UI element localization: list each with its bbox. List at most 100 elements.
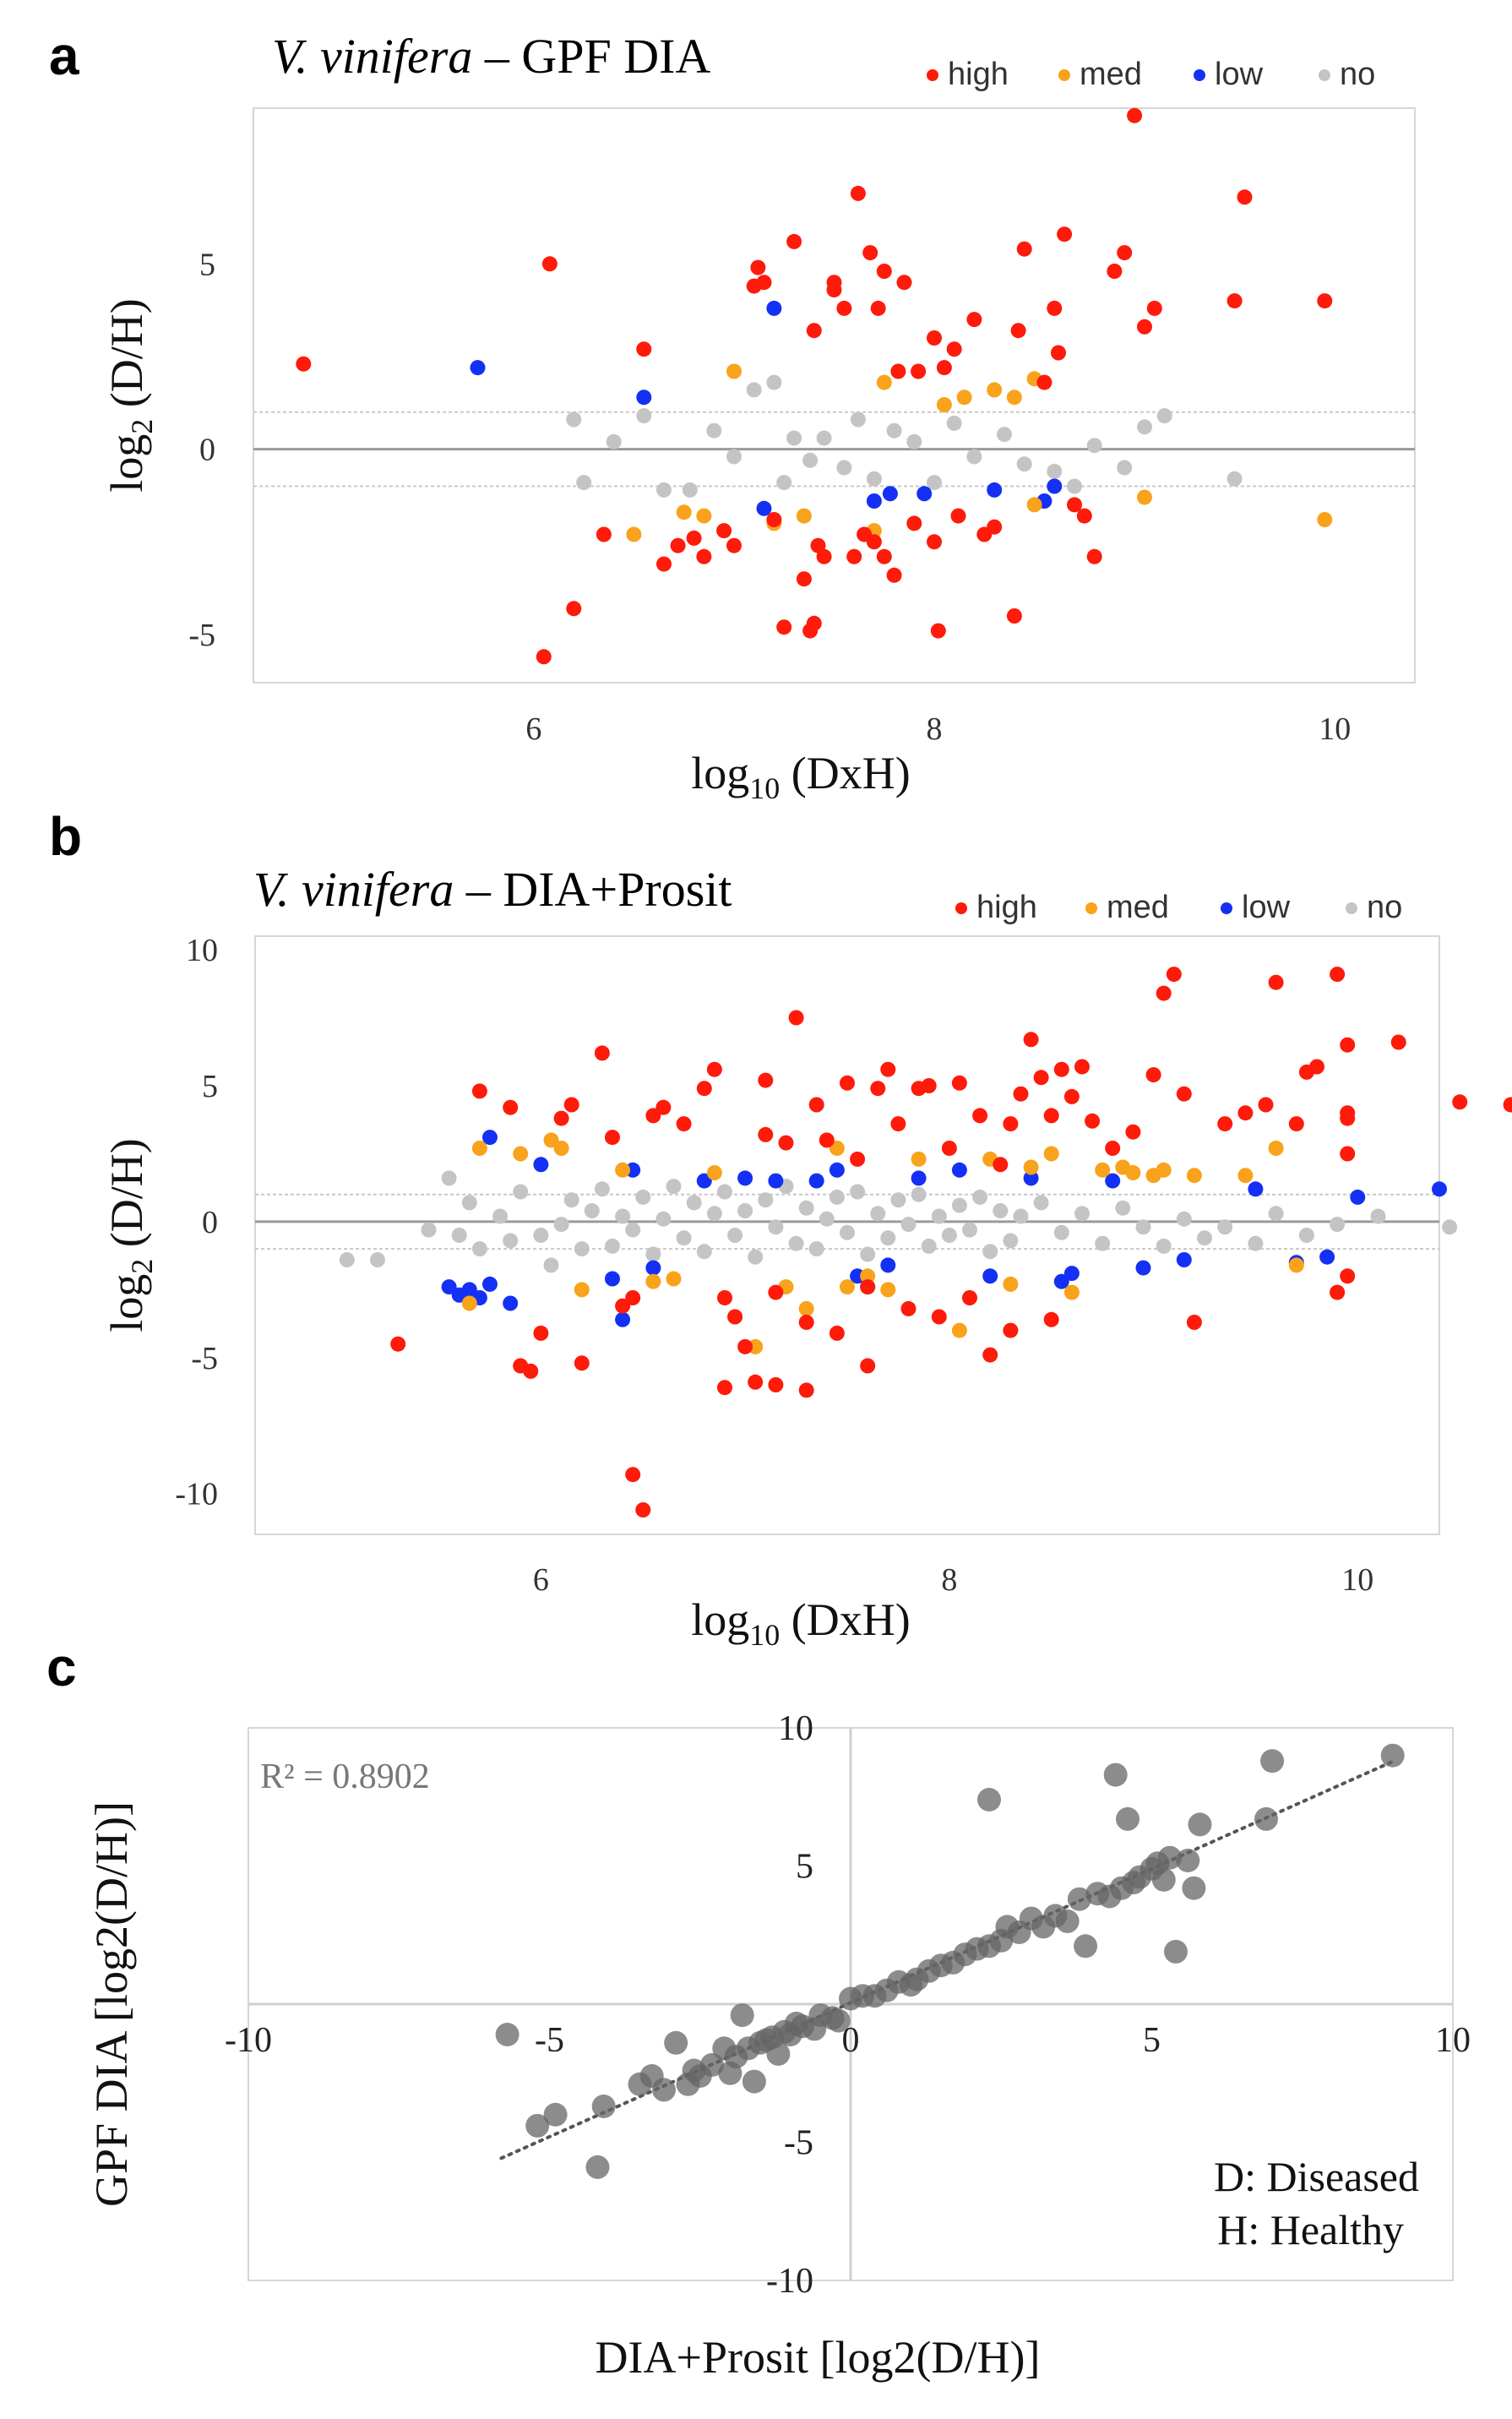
panel-a-point-med xyxy=(726,363,742,379)
panel-b-point-no xyxy=(972,1189,988,1205)
panel-a-point-no xyxy=(786,430,802,446)
panel-b-point-no xyxy=(1095,1235,1111,1251)
panel-b-point-high xyxy=(615,1298,631,1314)
panel-a-point-high xyxy=(1146,300,1162,316)
panel-a-point-med xyxy=(1137,489,1152,505)
panel-c-point xyxy=(1260,1749,1285,1773)
panel-b-point-high xyxy=(808,1097,824,1113)
panel-b-point-low xyxy=(768,1173,784,1189)
panel-a: a V. vinifera – GPF DIA high med low no … xyxy=(49,25,1416,805)
panel-b-point-no xyxy=(441,1170,457,1186)
panel-b-point-low xyxy=(1023,1170,1039,1186)
panel-b-point-no xyxy=(1330,1217,1346,1233)
panel-b-point-high xyxy=(921,1078,937,1093)
panel-b: b V. vinifera – DIA+Prosit high med low … xyxy=(49,806,1512,1652)
panel-a-point-no xyxy=(850,411,866,428)
panel-b-point-high xyxy=(1145,1067,1161,1083)
panel-a-point-high xyxy=(296,356,312,372)
panel-b-point-high xyxy=(594,1045,610,1061)
panel-a-point-high xyxy=(636,341,652,357)
panel-a-point-no xyxy=(746,382,762,398)
panel-b-point-med xyxy=(471,1141,487,1156)
panel-b-point-high xyxy=(1330,1284,1346,1300)
panel-b-point-high xyxy=(829,1325,845,1341)
panel-b-point-no xyxy=(615,1208,631,1224)
panel-a-point-low xyxy=(766,300,782,316)
panel-b-point-no xyxy=(1442,1219,1458,1235)
panel-b-point-low xyxy=(533,1157,549,1173)
panel-b-point-high xyxy=(1309,1059,1324,1075)
panel-b-point-high xyxy=(1105,1141,1121,1156)
panel-b-point-no xyxy=(461,1195,477,1211)
panel-a-legend: high med low no xyxy=(927,57,1375,92)
panel-b-point-no xyxy=(758,1192,774,1208)
panel-a-point-high xyxy=(1051,345,1066,361)
panel-a-point-low xyxy=(882,486,898,502)
panel-b-point-no xyxy=(1053,1224,1069,1240)
panel-b-point-low xyxy=(1248,1181,1264,1197)
panel-c-point xyxy=(1074,1934,1098,1959)
panel-a-point-high xyxy=(596,526,612,542)
panel-b-point-low xyxy=(1319,1249,1335,1265)
panel-b-point-med xyxy=(1125,1165,1141,1180)
panel-a-point-no xyxy=(576,475,592,491)
panel-b-point-med xyxy=(574,1282,590,1298)
panel-a-point-high xyxy=(1057,226,1073,242)
panel-c-point xyxy=(766,2041,791,2066)
panel-c-x-ticks: -10 -5 0 5 10 xyxy=(225,2021,1471,2060)
panel-b-point-no xyxy=(829,1189,845,1205)
panel-b-point-no xyxy=(748,1249,764,1265)
panel-b-point-high xyxy=(553,1110,569,1126)
panel-c-xtick: 10 xyxy=(1435,2021,1471,2060)
panel-c-point xyxy=(1055,1909,1080,1933)
panel-b-xtick: 8 xyxy=(941,1562,957,1598)
legend-b-med-marker xyxy=(1085,902,1097,914)
panel-a-point-high xyxy=(756,275,772,291)
panel-a-ytick: -5 xyxy=(188,618,215,653)
panel-a-point-high xyxy=(806,615,822,631)
panel-b-point-no xyxy=(931,1208,947,1224)
panel-b-point-high xyxy=(819,1132,835,1148)
panel-c-note-healthy: H: Healthy xyxy=(1217,2206,1404,2253)
panel-a-point-high xyxy=(930,623,946,639)
panel-b-point-med xyxy=(1268,1141,1284,1156)
panel-c-point xyxy=(1103,1762,1128,1787)
panel-a-point-no xyxy=(1137,419,1152,435)
panel-b-point-high xyxy=(1085,1113,1101,1129)
panel-b-point-med xyxy=(645,1273,661,1289)
legend-b-high-label: high xyxy=(976,890,1037,925)
panel-b-point-high xyxy=(941,1141,957,1156)
panel-a-point-high xyxy=(670,537,686,553)
panel-a-point-no xyxy=(1086,438,1102,454)
panel-b-point-med xyxy=(706,1165,722,1180)
panel-a-point-high xyxy=(876,264,892,279)
panel-b-point-high xyxy=(748,1374,764,1390)
panel-a-point-low xyxy=(470,360,486,376)
panel-b-point-no xyxy=(921,1238,937,1254)
panel-a-point-high xyxy=(686,530,702,546)
panel-b-point-no xyxy=(1248,1235,1264,1251)
panel-a-point-no xyxy=(1047,463,1063,479)
panel-b-point-high xyxy=(706,1061,722,1077)
panel-b-point-high xyxy=(1176,1086,1192,1102)
panel-a-point-no xyxy=(816,430,832,446)
panel-a-point-high xyxy=(1137,319,1152,335)
panel-c-ytick: -10 xyxy=(766,2262,813,2301)
legend-b-low-marker xyxy=(1221,902,1232,914)
panel-a-point-no xyxy=(1226,471,1243,487)
panel-c-point xyxy=(742,2069,766,2094)
panel-b-point-low xyxy=(1063,1266,1080,1282)
panel-b-point-high xyxy=(1288,1116,1304,1132)
panel-b-point-high xyxy=(1340,1146,1356,1162)
legend-a-high-marker xyxy=(927,69,938,81)
panel-a-point-high xyxy=(890,363,906,379)
panel-b-point-med xyxy=(860,1268,876,1284)
panel-a-plot-frame xyxy=(253,107,1416,684)
panel-c-r-squared: R² = 0.8902 xyxy=(260,1757,430,1796)
panel-a-point-med xyxy=(676,504,692,520)
panel-b-point-low xyxy=(482,1276,498,1292)
panel-b-point-no xyxy=(1370,1208,1386,1224)
panel-a-point-high xyxy=(786,233,802,249)
panel-b-point-high xyxy=(696,1081,712,1097)
panel-b-point-med xyxy=(1288,1257,1304,1273)
